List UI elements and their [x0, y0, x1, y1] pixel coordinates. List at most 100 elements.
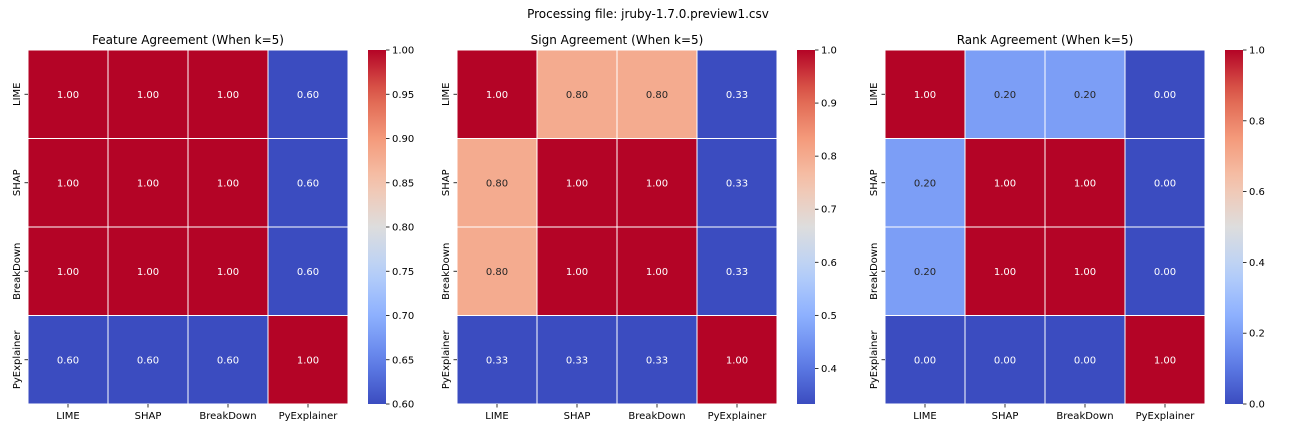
cell-annotation: 1.00: [486, 90, 508, 101]
heatmap-cell: [1044, 226, 1126, 316]
y-tick-label: PyExplainer: [12, 329, 23, 389]
y-tick-label: SHAP: [441, 169, 452, 196]
x-tick-label: SHAP: [992, 411, 1019, 422]
heatmap-cell: [1124, 49, 1206, 139]
heatmap-cell: [1044, 138, 1126, 228]
y-tick-label: PyExplainer: [441, 329, 452, 389]
colorbar: [797, 50, 815, 404]
cell-annotation: 1.00: [57, 178, 79, 189]
heatmap-cell: [1044, 49, 1126, 139]
heatmap-panel-3: Rank Agreement (When k=5) 1.00 0.20 0.20 0.0…: [869, 33, 1265, 422]
cell-annotation: 0.20: [994, 90, 1016, 101]
cell-annotation: 1.00: [57, 90, 79, 101]
cell-annotation: 1.00: [1074, 178, 1096, 189]
x-tick-label: SHAP: [564, 411, 591, 422]
colorbar-tick-label: 0.8: [1249, 116, 1265, 127]
colorbar-tick-label: 0.60: [392, 400, 414, 411]
colorbar-tick-label: 0.90: [392, 134, 414, 145]
heatmap-cell: [536, 138, 618, 228]
colorbar-tick-label: 0.75: [392, 267, 414, 278]
cell-annotation: 0.80: [486, 267, 508, 278]
y-tick-label: LIME: [869, 83, 880, 106]
x-tick-label: LIME: [913, 411, 936, 422]
y-tick-label: SHAP: [12, 169, 23, 196]
heatmap-cell: [884, 226, 966, 316]
cell-annotation: 1.00: [137, 178, 159, 189]
cell-annotation: 1.00: [566, 267, 588, 278]
cell-annotation: 0.33: [726, 90, 748, 101]
heatmap-cell: [1124, 315, 1206, 405]
x-tick-label: PyExplainer: [279, 411, 339, 422]
cell-annotation: 0.80: [486, 178, 508, 189]
heatmap-cell: [616, 226, 698, 316]
cell-annotation: 1.00: [1074, 267, 1096, 278]
y-tick-label: LIME: [441, 83, 452, 106]
heatmap-cell: [964, 315, 1046, 405]
y-tick-label: SHAP: [869, 169, 880, 196]
cell-annotation: 1.00: [994, 178, 1016, 189]
cell-annotation: 1.00: [297, 355, 319, 366]
heatmap-cell: [696, 226, 778, 316]
cell-annotation: 0.20: [1074, 90, 1096, 101]
cell-annotation: 1.00: [646, 267, 668, 278]
cell-annotation: 0.60: [217, 355, 239, 366]
x-tick-label: PyExplainer: [708, 411, 768, 422]
x-tick-label: BreakDown: [628, 411, 685, 422]
colorbar-tick-label: 0.9: [821, 99, 837, 110]
colorbar-tick-label: 1.0: [1249, 46, 1265, 57]
heatmap-cell: [696, 315, 778, 405]
colorbar-tick-label: 0.95: [392, 90, 414, 101]
figure-suptitle: Processing file: jruby-1.7.0.preview1.cs…: [527, 7, 769, 21]
cell-annotation: 0.00: [1154, 90, 1176, 101]
heatmap-panel-1: Feature Agreement (When k=5) 1.00 1.00 1.00…: [12, 33, 414, 422]
heatmap-cell: [187, 138, 269, 228]
heatmap-cell: [187, 226, 269, 316]
colorbar-tick-label: 0.80: [392, 223, 414, 234]
colorbar-tick-label: 0.85: [392, 178, 414, 189]
cell-annotation: 0.33: [486, 355, 508, 366]
heatmap-panel-2: Sign Agreement (When k=5) 1.00 0.80 0.80 0.3…: [441, 33, 837, 422]
cell-annotation: 1.00: [217, 267, 239, 278]
colorbar-tick-label: 0.65: [392, 355, 414, 366]
colorbar-tick-label: 0.70: [392, 311, 414, 322]
cell-annotation: 1.00: [137, 267, 159, 278]
heatmap-cell: [27, 138, 109, 228]
cell-annotation: 0.00: [914, 355, 936, 366]
cell-annotation: 1.00: [217, 178, 239, 189]
y-tick-label: BreakDown: [869, 243, 880, 300]
heatmap-cell: [27, 226, 109, 316]
colorbar-tick-label: 1.0: [821, 46, 837, 57]
cell-annotation: 0.20: [914, 267, 936, 278]
colorbar-tick-label: 0.4: [1249, 258, 1265, 269]
heatmap-cell: [536, 49, 618, 139]
heatmap-cell: [884, 138, 966, 228]
colorbar-tick-label: 0.6: [821, 258, 837, 269]
cell-annotation: 0.00: [994, 355, 1016, 366]
cell-annotation: 1.00: [646, 178, 668, 189]
cell-annotation: 0.33: [646, 355, 668, 366]
cell-annotation: 0.80: [646, 90, 668, 101]
heatmap-cell: [696, 49, 778, 139]
colorbar-tick-label: 0.7: [821, 205, 837, 216]
x-tick-label: LIME: [485, 411, 508, 422]
heatmap-cell: [267, 226, 349, 316]
cell-annotation: 1.00: [217, 90, 239, 101]
heatmap-cell: [456, 226, 538, 316]
heatmap-cell: [187, 315, 269, 405]
panel-title: Sign Agreement (When k=5): [531, 33, 704, 47]
panel-title: Feature Agreement (When k=5): [92, 33, 284, 47]
cell-annotation: 0.20: [914, 178, 936, 189]
cell-annotation: 1.00: [566, 178, 588, 189]
cell-annotation: 0.80: [566, 90, 588, 101]
cell-annotation: 1.00: [57, 267, 79, 278]
colorbar-tick-label: 0.6: [1249, 187, 1265, 198]
heatmap-cell: [107, 138, 189, 228]
cell-annotation: 0.60: [137, 355, 159, 366]
cell-annotation: 0.00: [1154, 267, 1176, 278]
heatmap-cell: [1124, 138, 1206, 228]
colorbar-tick-label: 0.0: [1249, 400, 1265, 411]
heatmap-cell: [267, 138, 349, 228]
heatmap-cell: [1044, 315, 1126, 405]
cell-annotation: 0.60: [57, 355, 79, 366]
heatmap-cell: [616, 138, 698, 228]
